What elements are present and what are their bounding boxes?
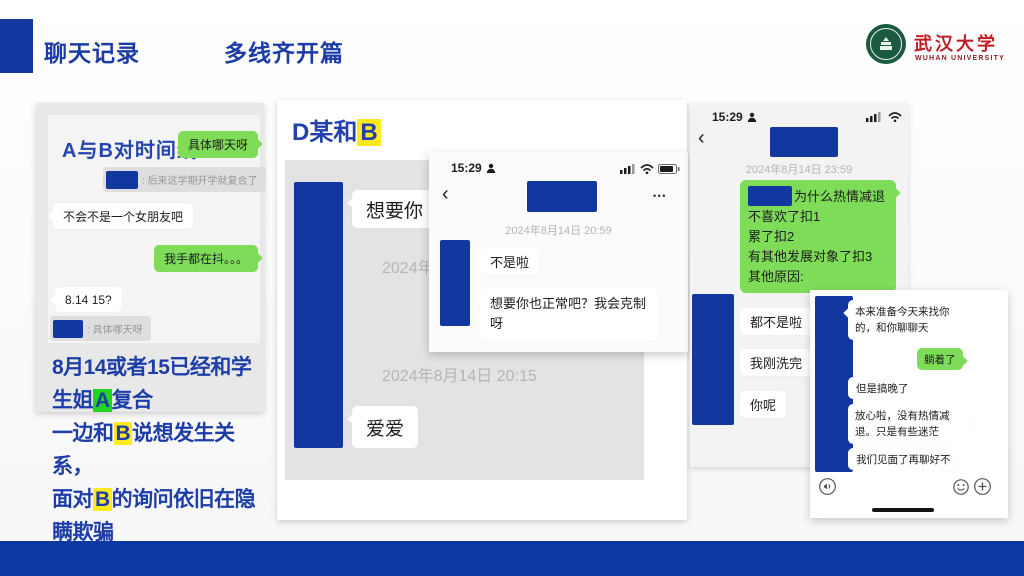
chat-bubble-received: 你呢 [740,391,787,418]
green-line: 有其他发展对象了扣3 [748,249,873,264]
highlight-b: B [113,422,133,445]
message-input[interactable] [841,477,947,499]
chat-bubble-received: 我们见面了再聊好不 [848,448,959,470]
highlight-a: A [93,389,112,412]
annotation-text: 8月14或者15已经和学 生姐A复合 一边和B说想发生关系， 面对B的询问依旧在… [52,351,268,549]
voice-icon[interactable] [819,478,836,495]
redacted-contact-name [527,181,597,212]
quote-text: : 后来这学期开学就复合了 [142,176,258,187]
redacted-name [106,170,138,189]
quoted-message: : 后来这学期开学就复合了 [103,167,266,192]
green-line: 不喜欢了扣1 [748,209,821,224]
chat-bubble-received: 8.14 15? [55,287,122,312]
emoji-icon[interactable] [953,479,969,495]
university-emblem-icon [866,24,906,64]
chat-bubble-received: 但是搞晚了 [848,377,917,399]
status-bar-time: 15:29 [451,161,496,175]
home-indicator [872,508,934,512]
redacted-name [53,319,83,338]
chat-bubble-sent: 我手都在抖。。。 [153,245,258,272]
chat-bubble-received: 不是啦 [480,248,540,275]
chat-bubble-received: 爱爱 [352,406,419,448]
middle-panel-title: D某和 B [292,112,381,147]
highlight-b: B [357,119,381,146]
building-icon [880,37,892,50]
redacted-avatar [440,240,470,326]
status-bar-time: 15:29 [712,110,757,124]
green-line: 为什么热情减退 [748,186,888,207]
wifi-icon [888,112,902,122]
footer-bar [0,541,1024,576]
plus-icon[interactable] [974,478,991,495]
chat-bubble-received: 想要你也正常吧？我会克制呀 [480,287,658,341]
annotation-line: 面对B的询问依旧在隐 [52,488,256,511]
chat-bubble-received: 放心啦，没有热情减退。只是有些迷茫 [848,404,968,444]
chat-timestamp: 2024年8月14日 20:15 [382,368,537,385]
highlight-b: B [93,488,112,511]
wifi-icon [640,164,654,174]
quoted-message: : 具体哪天呀 [50,316,151,341]
green-line: 累了扣2 [748,229,795,244]
timestamp-partial: 2024年8 [382,260,432,277]
green-line: 其他原因: [748,269,804,284]
chat-bubble-received: 我刚洗完 [740,349,813,376]
chat-bubble-received: 都不是啦 [740,308,813,335]
annotation-line: 生姐A复合 [52,389,153,412]
annotation-line: 一边和B说想发生关系， [52,422,235,478]
back-icon[interactable]: ‹ [442,183,449,205]
annotation-line: 瞒欺骗 [52,521,114,544]
chat-timestamp: 2024年8月14日 20:59 [505,225,612,237]
redacted-column [692,294,734,425]
redacted-column [815,296,853,472]
left-panel-title: A与B对时间线 [62,140,198,162]
annotation-line: 8月14或者15已经和学 [52,356,252,379]
redacted-name [748,186,792,206]
redacted-column [294,182,343,448]
back-icon[interactable]: ‹ [698,127,705,149]
university-name-cn: 武汉大学 [914,34,998,54]
chat-bubble-sent: 为什么热情减退 不喜欢了扣1 累了扣2 有其他发展对象了扣3 其他原因: [740,180,896,293]
chat-bubble-sent: 躺着了 [917,348,963,370]
page-title: 聊天记录 [44,40,140,66]
university-name-en: WUHAN UNIVERSITY [915,55,1005,62]
redacted-contact-name [770,127,838,157]
chat-bubble-received: 不会不是一个女朋友吧 [53,203,194,229]
page-subtitle: 多线齐开篇 [224,40,344,66]
chat-bubble-sent: 具体哪天呀 [177,131,258,158]
person-icon [486,163,495,173]
signal-icon [620,164,635,174]
more-icon[interactable]: ••• [653,191,667,201]
accent-square [0,19,33,73]
battery-icon [658,164,680,174]
chat-bubble-received: 本来准备今天来找你的，和你聊聊天 [848,300,966,340]
chat-bubble-received: 想要你 [352,190,438,228]
signal-icon [866,112,881,122]
quote-text: : 具体哪天呀 [87,325,143,336]
person-icon [747,112,756,122]
chat-timestamp: 2024年8月14日 23:59 [745,164,853,176]
